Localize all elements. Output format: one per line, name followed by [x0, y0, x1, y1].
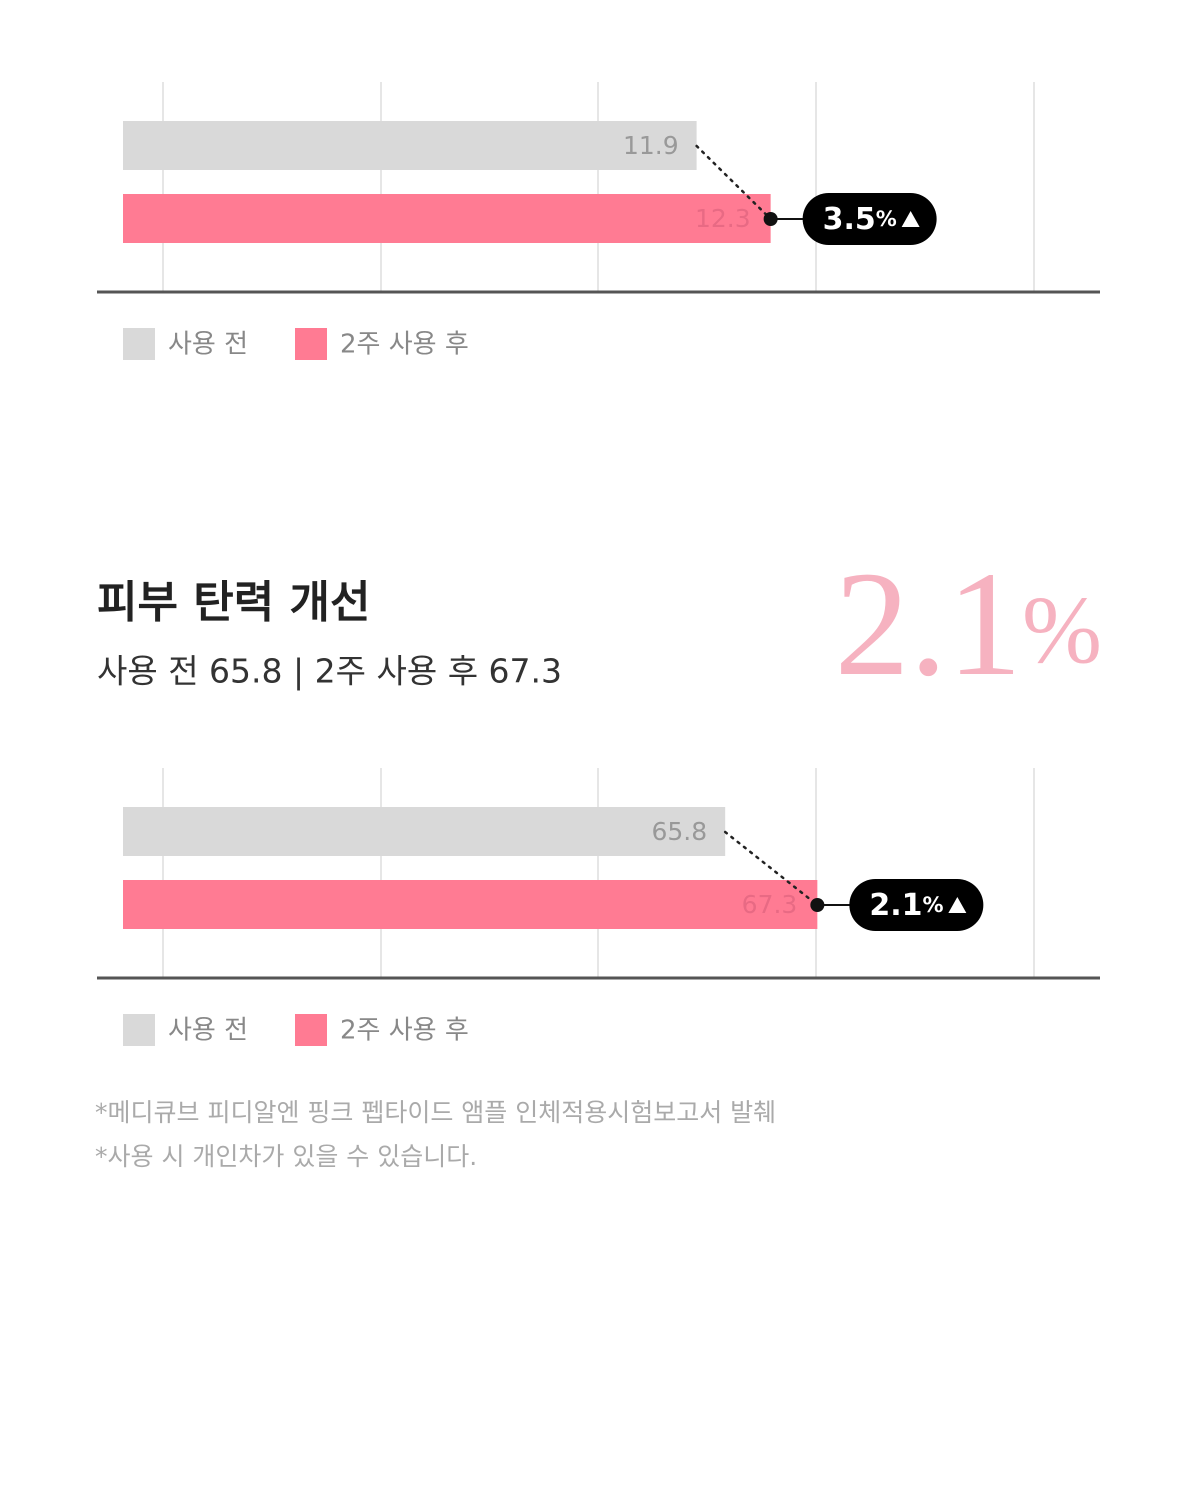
badge: [802, 193, 937, 245]
badge-text: 2.1%: [869, 888, 943, 923]
value-label: 65.8: [652, 817, 708, 846]
footnote: *사용 시 개인차가 있을 수 있습니다.: [95, 1142, 477, 1171]
badge: [849, 879, 984, 931]
legend-label: 2주 사용 후: [340, 1016, 469, 1046]
bar: [123, 807, 726, 856]
end-dot: [810, 898, 825, 912]
connector: [695, 144, 772, 221]
bar: [123, 121, 697, 170]
end-dot: [763, 212, 778, 226]
value-label: 67.3: [742, 890, 798, 919]
bar: [123, 194, 771, 243]
change-unit: %: [923, 893, 944, 917]
up-arrow: [948, 897, 967, 913]
value-label: 11.9: [623, 131, 679, 160]
badge-text: 3.5%: [823, 202, 897, 237]
section-subtitle: 사용 전 65.8 | 2주 사용 후 67.3: [97, 652, 562, 691]
legend-label: 사용 전: [168, 1016, 248, 1046]
footnote: *메디큐브 피디알엔 핑크 펩타이드 앰플 인체적용시험보고서 발췌: [95, 1098, 776, 1127]
legend-swatch: [295, 328, 327, 360]
legend-label: 2주 사용 후: [340, 330, 469, 360]
big-unit: %: [1022, 576, 1102, 683]
section-title: 피부 탄력 개선: [97, 577, 371, 628]
legend-swatch: [123, 1014, 155, 1046]
up-arrow: [901, 211, 920, 227]
big-number: 2.1: [835, 541, 1023, 707]
legend-label: 사용 전: [168, 330, 248, 360]
legend-swatch: [123, 328, 155, 360]
change-value: 2.1: [869, 888, 922, 923]
big-value: 2.1%: [835, 541, 1102, 707]
bar: [123, 880, 818, 929]
value-label: 12.3: [695, 204, 751, 233]
connector: [723, 830, 819, 907]
change-value: 3.5: [823, 202, 876, 237]
change-unit: %: [876, 207, 897, 231]
legend-swatch: [295, 1014, 327, 1046]
